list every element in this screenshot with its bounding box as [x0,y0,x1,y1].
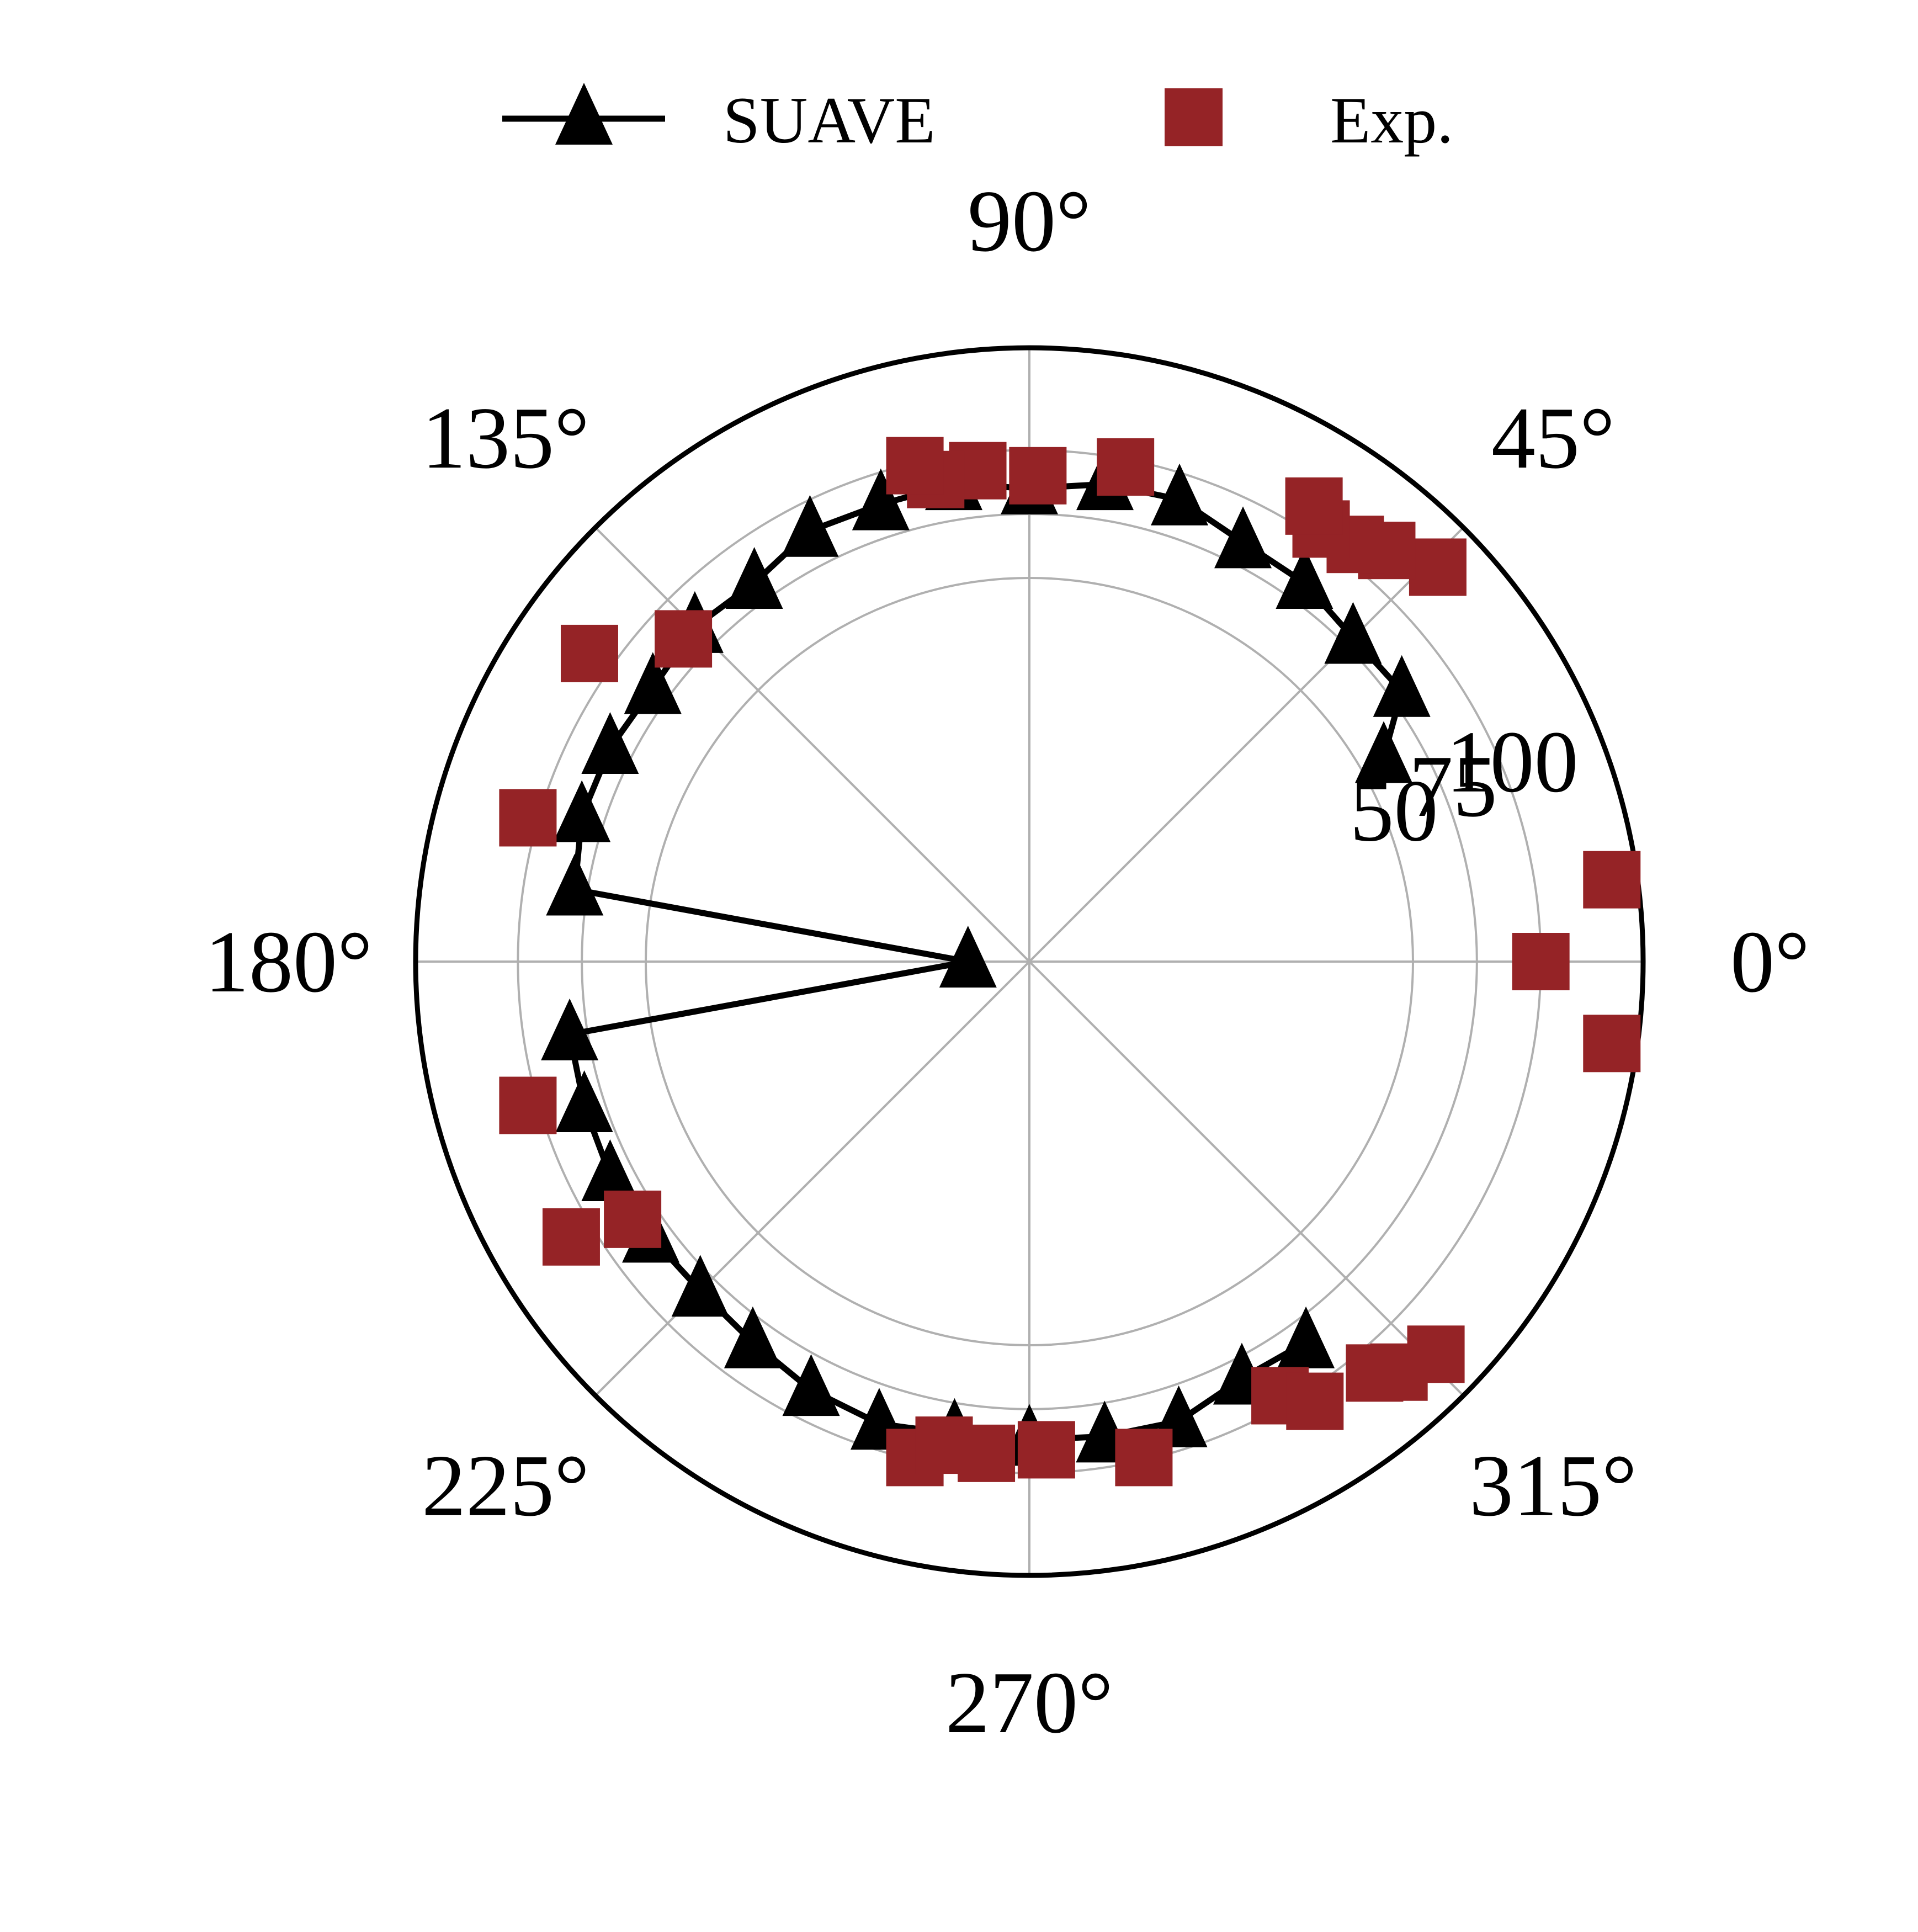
theta-tick-label-135: 135° [422,389,589,487]
suave-point-3 [1276,547,1333,609]
r-tick-label-100: 100 [1446,713,1579,811]
suave-point-5 [1151,463,1209,526]
exp-point-10 [499,789,557,847]
exp-point-20 [1286,1372,1344,1430]
theta-tick-label-0: 0° [1730,912,1810,1011]
theta-tick-label-90: 90° [968,172,1091,270]
exp-point-17 [1017,1421,1075,1479]
exp-point-8 [655,610,713,668]
suave-point-11 [725,547,783,609]
suave-point-31 [1277,1306,1335,1368]
theta-tick-label-45: 45° [1491,389,1615,487]
theta-tick-label-225: 225° [422,1436,589,1535]
suave-point-18 [541,998,599,1060]
exp-point-13 [604,1190,662,1248]
polar-outer-spine [413,345,1646,1578]
suave-point-13 [624,652,682,714]
suave-point-16 [546,853,604,916]
r-gridline-50 [645,577,1414,1346]
exp-point-1 [1583,851,1641,909]
exp-point-2 [1583,1015,1641,1073]
theta-tick-label-270: 270° [945,1653,1113,1751]
suave-point-1 [1373,655,1431,717]
exp-point-9 [560,624,618,682]
legend-exp-label: Exp. [1330,83,1453,157]
legend: SUAVE Exp. [502,83,1453,157]
suave-point-19 [555,1070,613,1133]
exp-point-11 [499,1076,557,1134]
legend-exp-square-icon [1165,88,1223,146]
suave-point-10 [781,495,839,557]
exp-point-24 [1409,538,1467,596]
theta-tick-label-180: 180° [205,912,373,1011]
suave-point-23 [724,1306,782,1368]
legend-suave-label: SUAVE [723,83,936,157]
suave-point-15 [553,780,611,842]
exp-point-16 [958,1424,1016,1482]
legend-suave-triangle-icon [555,83,613,145]
suave-point-17 [939,926,997,988]
exp-point-4 [1009,447,1067,505]
suave-point-22 [671,1255,729,1317]
r-tick-label-75: 75 [1409,737,1497,835]
exp-point-3 [1097,438,1155,496]
polar-grid [413,345,1646,1578]
exp-point-23 [1407,1325,1465,1383]
suave-point-14 [581,712,639,774]
exp-point-28 [1285,477,1343,535]
exp-point-18 [1115,1429,1173,1487]
exp-point-12 [542,1208,600,1266]
exp-point-7 [886,437,944,495]
theta-tick-label-315: 315° [1469,1436,1637,1535]
suave-point-20 [581,1139,639,1202]
suave-point-2 [1324,602,1382,664]
suave-point-24 [782,1354,840,1416]
suave-point-4 [1214,506,1272,569]
suave-point-9 [852,468,910,530]
exp-point-0 [1512,933,1570,990]
suave-point-0 [1355,721,1413,783]
series-exp [499,437,1641,1487]
